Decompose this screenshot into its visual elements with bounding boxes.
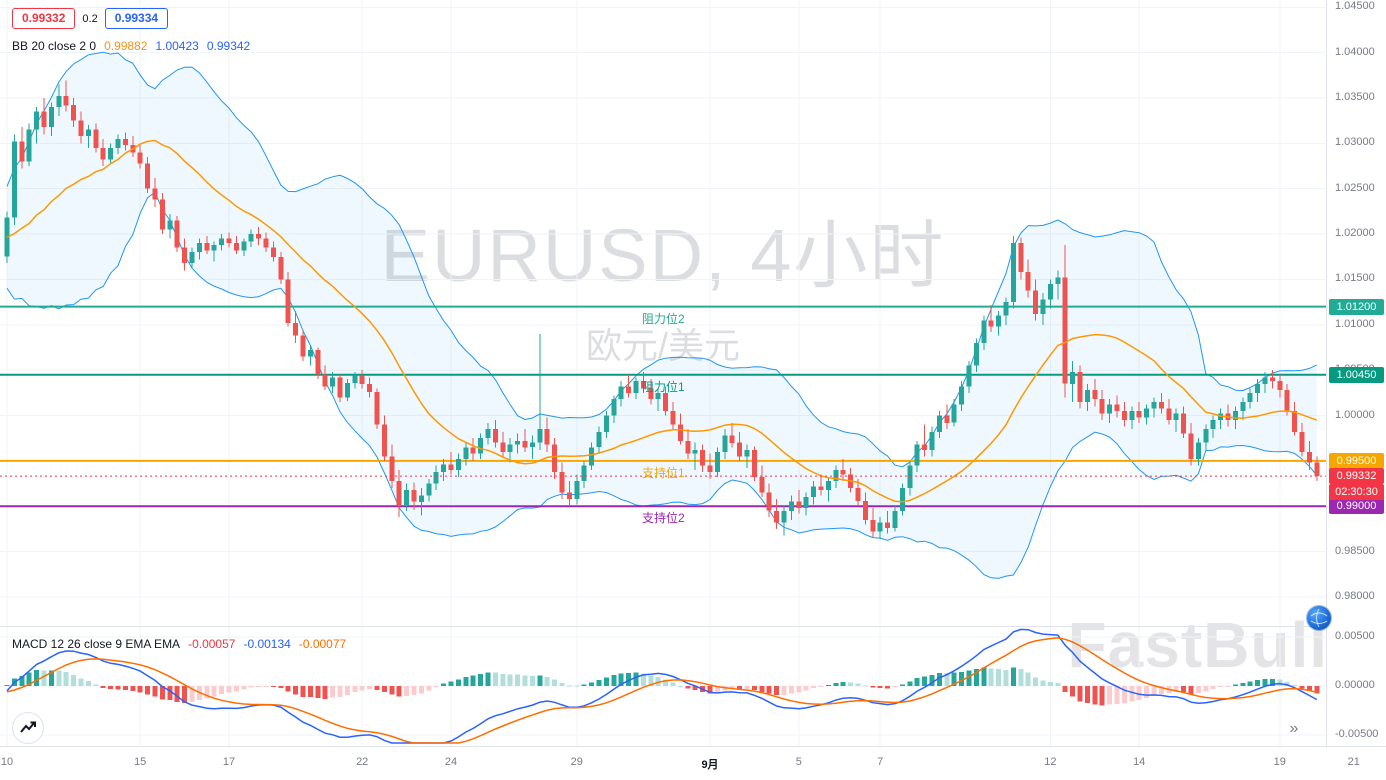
time-axis[interactable]: 10 15 17 22 24 29 9月 5 7 12 14 19 21 — [0, 746, 1386, 780]
macd-signal-line — [6, 637, 1317, 744]
tradingview-logo-icon — [20, 721, 36, 733]
price-tick-label: 0.00000 — [1335, 679, 1375, 691]
price-tick-label: 0.98500 — [1335, 544, 1375, 557]
time-tick-label: 9月 — [701, 759, 719, 771]
bb-basis-value: 0.99882 — [104, 39, 148, 54]
double-chevron-right-icon[interactable]: » — [1282, 718, 1306, 740]
bollinger-basis-line — [6, 139, 1318, 503]
level-lines[interactable] — [0, 305, 1326, 508]
price-tick-label: 1.01500 — [1335, 272, 1375, 285]
bid-ask-row: 0.99332 0.2 0.99334 — [12, 8, 250, 30]
level-price-badge: 1.00450 — [1329, 366, 1384, 383]
main-grid — [0, 0, 1326, 626]
price-tick-label: -0.00500 — [1335, 728, 1379, 740]
pane-separator — [0, 626, 1386, 627]
bb-lower-value: 0.99342 — [206, 39, 251, 54]
time-tick-label: 21 — [1347, 756, 1360, 768]
bb-indicator-title[interactable]: BB 20 close 2 0 — [12, 39, 97, 54]
time-tick-label: 22 — [356, 756, 369, 768]
macd-indicator-chart[interactable] — [0, 627, 1326, 746]
level-price-badge: 1.01200 — [1329, 298, 1384, 315]
last-price-badge: 0.99332 — [1329, 468, 1384, 485]
brand-globe-icon[interactable] — [1307, 606, 1331, 630]
level-price-badge: 0.99000 — [1329, 498, 1384, 515]
main-legend: 0.99332 0.2 0.99334 BB 20 close 2 0 0.99… — [12, 8, 250, 53]
price-tick-label: 1.04000 — [1335, 45, 1375, 58]
price-tick-label: 1.02000 — [1335, 227, 1375, 240]
time-tick-label: 15 — [134, 756, 147, 768]
time-tick-label: 17 — [222, 756, 236, 768]
time-tick-label: 7 — [877, 756, 884, 768]
time-tick-label: 5 — [795, 756, 802, 768]
bb-upper-value: 1.00423 — [155, 39, 199, 54]
time-tick-label: 19 — [1273, 756, 1286, 768]
price-tick-label: 1.04500 — [1335, 0, 1375, 13]
time-tick-label: 12 — [1044, 756, 1057, 768]
price-tick-label: 1.01000 — [1335, 317, 1375, 330]
macd-hist-value: -0.00057 — [188, 637, 236, 651]
time-tick-label: 10 — [0, 756, 14, 768]
price-tick-label: 1.03000 — [1335, 136, 1375, 149]
tradingview-logo-button[interactable] — [12, 712, 44, 744]
macd-indicator-legend: MACD 12 26 close 9 EMA EMA -0.00057 -0.0… — [12, 637, 346, 651]
time-tick-label: 14 — [1133, 756, 1146, 768]
macd-signal-value: -0.00077 — [298, 637, 347, 651]
spread-value: 0.2 — [82, 12, 98, 25]
candlestick-series — [4, 80, 1320, 539]
time-tick-label: 29 — [570, 756, 583, 768]
globe-lines-icon — [1310, 608, 1328, 628]
bid-price-button[interactable]: 0.99332 — [12, 8, 76, 30]
macd-indicator-title[interactable]: MACD 12 26 close 9 EMA EMA — [12, 637, 181, 651]
level-price-badge: 0.99500 — [1329, 452, 1384, 469]
price-tick-label: 0.98000 — [1335, 589, 1375, 602]
time-tick-label: 24 — [444, 756, 458, 768]
bollinger-bands — [6, 51, 1318, 579]
price-tick-label: 1.03500 — [1335, 90, 1375, 103]
price-tick-label: 0.00500 — [1335, 630, 1375, 642]
macd-legend: MACD 12 26 close 9 EMA EMA -0.00057 -0.0… — [12, 637, 346, 651]
macd-line-value: -0.00134 — [243, 637, 291, 651]
macd-histogram — [4, 667, 1320, 706]
ask-price-button[interactable]: 0.99334 — [104, 8, 169, 30]
main-price-chart[interactable] — [0, 0, 1326, 626]
macd-line — [6, 628, 1318, 744]
bar-countdown-badge: 02:30:30 — [1329, 484, 1384, 501]
price-tick-label: 1.02500 — [1335, 181, 1375, 194]
bb-indicator-legend: BB 20 close 2 0 0.99882 1.00423 0.99342 — [12, 39, 250, 53]
price-tick-label: 1.00000 — [1335, 408, 1375, 421]
price-axis[interactable]: 1.04500 1.04000 1.03500 1.03000 1.02500 1.020… — [1326, 0, 1386, 746]
